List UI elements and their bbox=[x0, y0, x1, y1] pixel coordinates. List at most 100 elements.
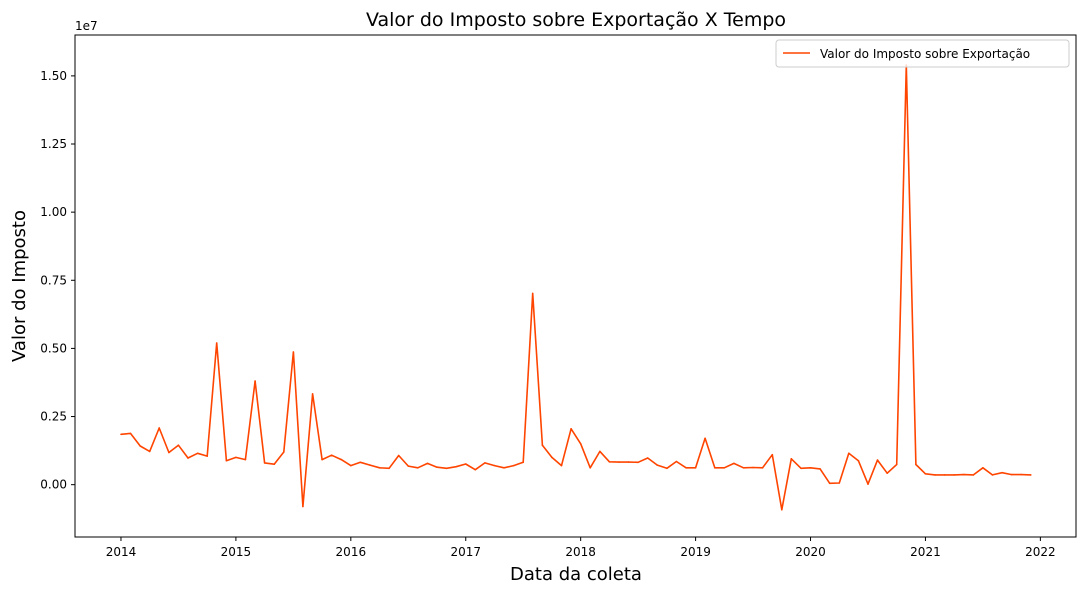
data-point bbox=[742, 467, 745, 469]
data-point bbox=[531, 292, 534, 295]
data-point bbox=[512, 464, 515, 467]
data-point bbox=[694, 467, 697, 469]
data-point bbox=[608, 461, 611, 463]
data-point bbox=[800, 467, 802, 470]
x-tick-label: 2019 bbox=[680, 545, 711, 559]
data-point bbox=[283, 451, 285, 453]
y-offset-label: 1e7 bbox=[75, 19, 98, 33]
data-point bbox=[761, 467, 764, 469]
data-point bbox=[1010, 473, 1013, 476]
y-tick-label: 1.00 bbox=[40, 205, 67, 219]
data-point bbox=[704, 437, 706, 440]
x-tick-label: 2018 bbox=[565, 545, 596, 559]
y-tick-label: 0.00 bbox=[40, 478, 67, 492]
data-point bbox=[1020, 473, 1022, 476]
data-point bbox=[627, 461, 630, 463]
data-point bbox=[685, 467, 687, 469]
data-point bbox=[254, 380, 256, 382]
data-point bbox=[675, 460, 678, 463]
data-point bbox=[1001, 471, 1003, 474]
data-point bbox=[292, 351, 295, 353]
data-point bbox=[723, 467, 726, 469]
data-point bbox=[924, 473, 927, 475]
x-tick-label: 2021 bbox=[910, 545, 941, 559]
data-point bbox=[579, 443, 582, 445]
data-point bbox=[273, 463, 276, 466]
data-point bbox=[445, 467, 448, 470]
data-point bbox=[455, 465, 458, 468]
data-point bbox=[244, 458, 247, 461]
data-point bbox=[359, 461, 362, 464]
data-point bbox=[187, 457, 189, 459]
data-point bbox=[129, 432, 132, 435]
data-point bbox=[196, 452, 199, 455]
data-point bbox=[206, 455, 208, 457]
data-point bbox=[752, 466, 754, 469]
data-point bbox=[934, 474, 936, 476]
data-point bbox=[464, 463, 467, 465]
data-point bbox=[790, 458, 793, 460]
data-point bbox=[867, 483, 869, 485]
data-point bbox=[972, 474, 975, 476]
y-tick-label: 1.25 bbox=[40, 137, 67, 151]
data-point bbox=[1030, 474, 1032, 476]
data-point bbox=[388, 467, 390, 470]
data-point bbox=[148, 450, 151, 453]
y-axis-title: Valor do Imposto bbox=[9, 210, 30, 362]
y-tick-label: 1.50 bbox=[40, 69, 67, 83]
data-point bbox=[321, 458, 323, 461]
data-point bbox=[139, 445, 141, 447]
data-point bbox=[168, 451, 170, 454]
data-point bbox=[637, 461, 639, 464]
legend-label: Valor do Imposto sobre Exportação bbox=[820, 47, 1030, 61]
data-point bbox=[666, 467, 668, 470]
data-point bbox=[541, 444, 544, 447]
legend: Valor do Imposto sobre Exportação bbox=[775, 39, 1070, 68]
data-point bbox=[876, 459, 879, 461]
legend-box bbox=[775, 39, 1070, 68]
data-point bbox=[215, 342, 218, 344]
data-point bbox=[915, 463, 917, 466]
data-point bbox=[417, 467, 419, 469]
data-point bbox=[599, 450, 601, 453]
data-point bbox=[369, 464, 371, 466]
x-tick-label: 2015 bbox=[221, 545, 252, 559]
data-point bbox=[943, 474, 946, 476]
data-point bbox=[838, 482, 841, 484]
data-point bbox=[263, 462, 266, 464]
data-point bbox=[848, 452, 850, 455]
data-point bbox=[311, 393, 314, 395]
data-point bbox=[656, 464, 659, 466]
data-point bbox=[350, 464, 352, 467]
series-line-imposto bbox=[120, 64, 1031, 511]
data-point bbox=[714, 467, 716, 469]
data-point bbox=[982, 467, 984, 469]
data-point bbox=[484, 462, 486, 464]
data-point bbox=[962, 473, 965, 476]
y-tick-label: 0.50 bbox=[40, 341, 67, 355]
data-point bbox=[560, 464, 563, 467]
data-point bbox=[330, 454, 333, 457]
x-tick-label: 2020 bbox=[795, 545, 826, 559]
plot-area bbox=[74, 34, 1077, 538]
chart-title: Valor do Imposto sobre Exportação X Temp… bbox=[366, 9, 786, 31]
data-point bbox=[158, 427, 160, 429]
y-tick-label: 0.75 bbox=[40, 273, 67, 287]
data-point bbox=[809, 467, 812, 469]
data-point bbox=[225, 459, 228, 462]
y-axis: 0.00 0.25 0.50 0.75 1.00 1.25 1.50 bbox=[40, 69, 75, 492]
data-point bbox=[771, 453, 774, 456]
data-point bbox=[953, 474, 955, 476]
data-point bbox=[407, 465, 410, 467]
data-point bbox=[589, 467, 591, 469]
data-point bbox=[302, 505, 304, 508]
data-point bbox=[733, 462, 735, 465]
x-tick-label: 2017 bbox=[450, 545, 481, 559]
x-tick-label: 2022 bbox=[1025, 545, 1056, 559]
x-axis-title: Data da coleta bbox=[510, 564, 642, 585]
data-point bbox=[551, 456, 553, 459]
data-point bbox=[436, 466, 438, 469]
data-point bbox=[522, 461, 524, 464]
x-tick-label: 2016 bbox=[336, 545, 367, 559]
